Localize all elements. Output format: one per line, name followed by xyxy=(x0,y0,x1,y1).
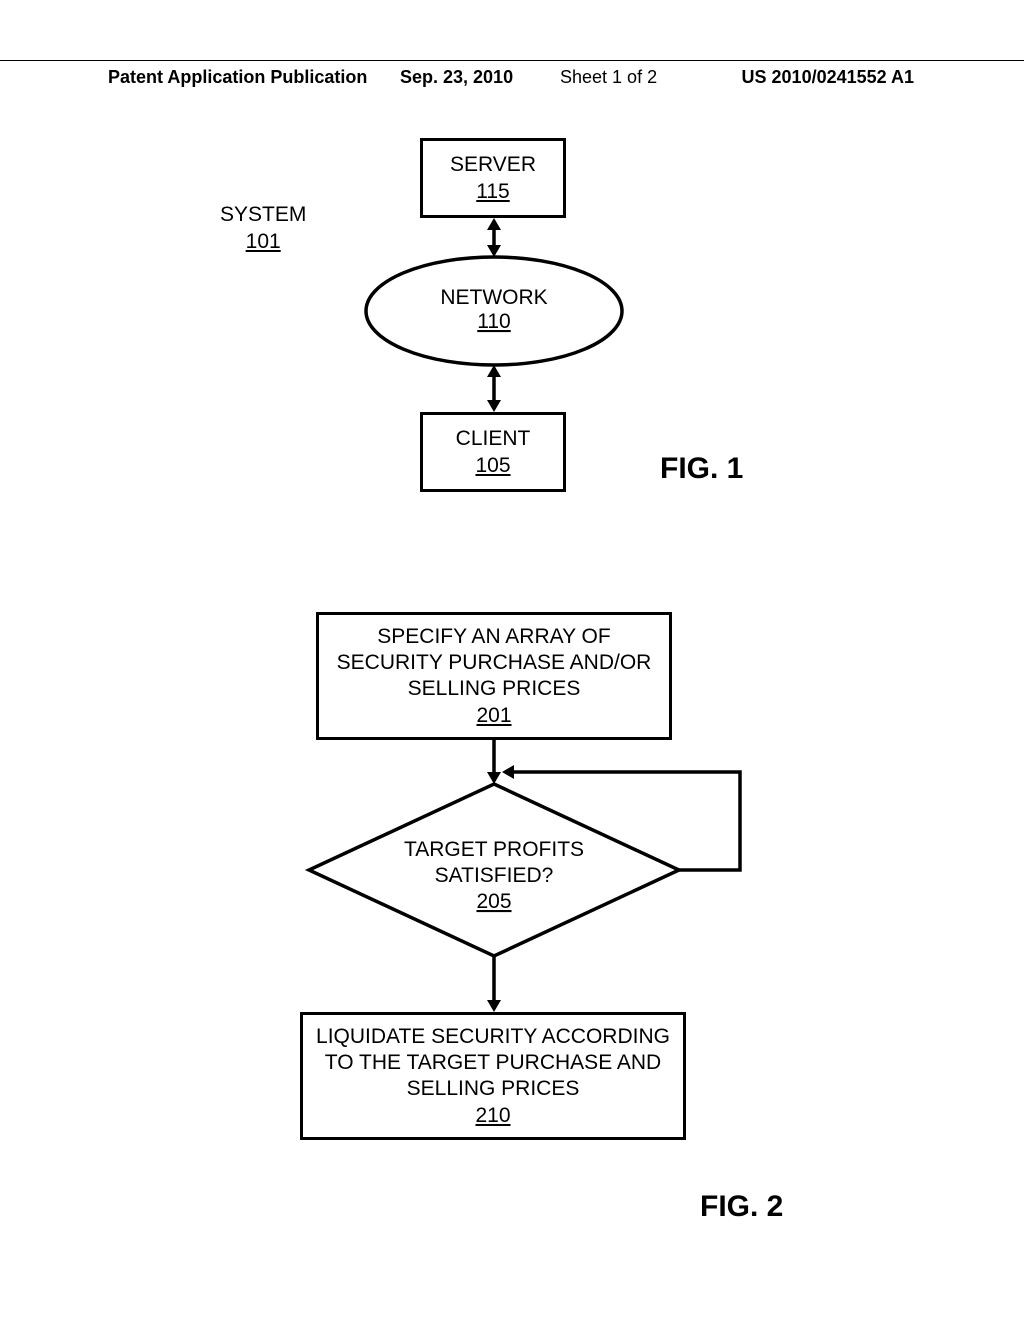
arrow-diamond-step2-head xyxy=(487,1000,501,1012)
decision-line2: SATISFIED? xyxy=(435,864,554,887)
loop-arrowhead xyxy=(502,765,514,779)
page: Patent Application Publication Sep. 23, … xyxy=(0,0,1024,1320)
step2-label: LIQUIDATE SECURITY ACCORDING TO THE TARG… xyxy=(316,1024,670,1103)
decision-ref: 205 xyxy=(476,890,511,913)
step2-ref: 210 xyxy=(475,1104,510,1128)
step2-box: LIQUIDATE SECURITY ACCORDING TO THE TARG… xyxy=(300,1012,686,1140)
fig2-label: FIG. 2 xyxy=(700,1190,783,1224)
decision-line1: TARGET PROFITS xyxy=(404,838,584,861)
